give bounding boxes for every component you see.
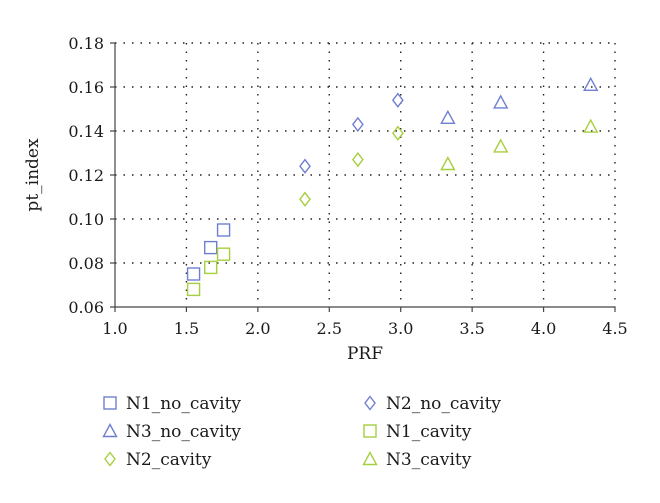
data-point-N3_no_cavity	[583, 76, 599, 92]
y-tick-label: 0.06	[68, 298, 104, 317]
legend-item: N3_no_cavity	[102, 422, 241, 442]
x-axis-title: PRF	[347, 344, 383, 364]
grid	[115, 42, 616, 307]
legend-marker	[363, 424, 377, 438]
legend-marker	[103, 396, 117, 410]
y-tick-label: 0.16	[68, 78, 104, 97]
x-tick-label: 4.5	[602, 319, 627, 338]
x-tick-label: 3.0	[388, 319, 413, 338]
x-tick-label: 1.0	[102, 319, 127, 338]
data-point-N3_no_cavity	[440, 109, 456, 125]
data-point-N1_cavity	[186, 282, 201, 297]
legend-marker	[104, 451, 116, 467]
data-point-N2_no_cavity	[391, 92, 404, 108]
x-tick-label: 2.0	[245, 319, 270, 338]
legend-item: N1_cavity	[363, 422, 472, 442]
x-tick-label: 2.5	[317, 319, 342, 338]
x-tick-labels: 1.0 1.5 2.0 2.5 3.0 3.5 4.0 4.5	[102, 319, 627, 338]
data-point-N2_cavity	[391, 125, 404, 141]
data-point-N1_cavity	[216, 247, 231, 261]
data-point-N2_cavity	[351, 151, 364, 168]
data-points	[186, 76, 599, 297]
x-tick-label: 1.5	[174, 319, 199, 338]
x-tick-label: 4.0	[531, 319, 556, 338]
legend-item: N2_no_cavity	[364, 394, 501, 414]
y-tick-labels: 0.06 0.08 0.10 0.12 0.14 0.16 0.18	[68, 34, 104, 317]
legend-item: N3_cavity	[362, 450, 472, 470]
legend-label: N1_cavity	[386, 422, 472, 442]
data-point-N3_cavity	[583, 118, 599, 133]
data-point-N2_cavity	[299, 191, 311, 207]
legend-item: N1_no_cavity	[103, 394, 241, 414]
legend-item: N2_cavity	[104, 450, 212, 470]
x-tick-label: 3.5	[459, 319, 484, 338]
data-point-N3_cavity	[440, 156, 456, 171]
data-point-N1_cavity	[204, 260, 218, 275]
legend-marker	[364, 395, 376, 411]
data-point-N1_no_cavity	[204, 240, 218, 255]
legend-marker	[102, 423, 118, 438]
data-point-N2_no_cavity	[299, 158, 311, 174]
y-axis-title: pt_index	[23, 138, 43, 212]
data-point-N3_cavity	[493, 138, 509, 153]
y-tick-label: 0.18	[68, 34, 104, 53]
legend-marker	[362, 451, 378, 466]
legend-label: N1_no_cavity	[126, 394, 241, 414]
data-point-N1_no_cavity	[186, 267, 201, 281]
legend-label: N2_no_cavity	[386, 394, 501, 414]
y-tick-label: 0.08	[68, 254, 104, 273]
legend-label: N3_no_cavity	[126, 422, 241, 442]
data-point-N2_no_cavity	[351, 116, 364, 133]
y-tick-label: 0.14	[68, 122, 104, 141]
axes	[110, 42, 616, 312]
y-tick-label: 0.10	[68, 210, 104, 229]
legend-label: N3_cavity	[386, 450, 472, 470]
legend: N1_no_cavity N2_no_cavity N3_no_cavity N1_c…	[102, 394, 501, 470]
data-point-N1_no_cavity	[216, 223, 231, 237]
legend-label: N2_cavity	[126, 450, 212, 470]
data-point-N3_no_cavity	[493, 94, 509, 109]
y-tick-label: 0.12	[68, 166, 104, 185]
